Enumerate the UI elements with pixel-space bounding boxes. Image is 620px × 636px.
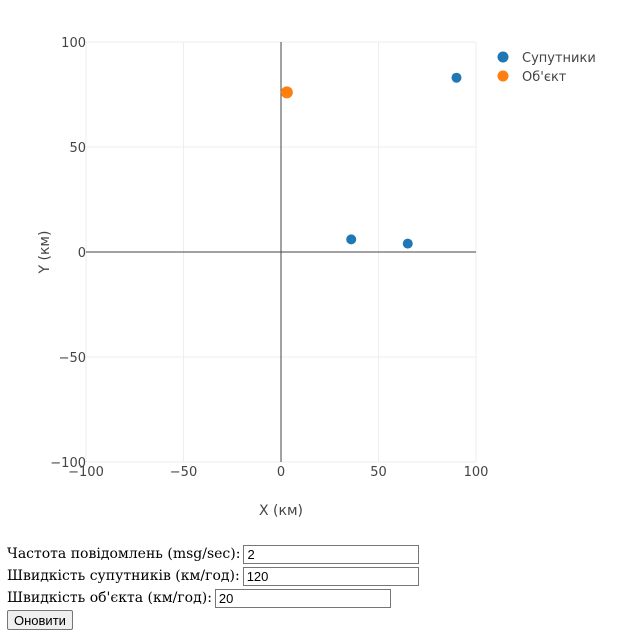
legend-marker bbox=[497, 70, 509, 82]
satellite-speed-label: Швидкість супутників (км/год): bbox=[7, 568, 240, 584]
satellite-point bbox=[402, 238, 413, 249]
update-button[interactable]: Оновити bbox=[7, 610, 73, 630]
y-tick-label: −50 bbox=[59, 351, 86, 366]
zero-axes bbox=[86, 42, 476, 462]
y-axis-label: Y (км) bbox=[37, 231, 53, 275]
x-axis-label: X (км) bbox=[259, 503, 303, 519]
y-tick-label: −100 bbox=[50, 456, 86, 471]
frequency-row: Частота повідомлень (msg/sec): bbox=[7, 543, 420, 565]
satellite-speed-input[interactable] bbox=[242, 566, 419, 586]
scatter-plot: −100 −50 0 50 100 −100 −50 0 50 100 X (км) Y (км)… bbox=[37, 36, 596, 519]
x-tick-label: 50 bbox=[370, 465, 387, 480]
tick-labels: −100 −50 0 50 100 −100 −50 0 50 100 bbox=[50, 36, 488, 480]
object-point bbox=[280, 86, 293, 99]
x-tick-label: −100 bbox=[68, 465, 104, 480]
satellite-point bbox=[451, 72, 462, 83]
data-points bbox=[280, 72, 462, 249]
y-tick-label: 0 bbox=[78, 246, 86, 261]
object-speed-label: Швидкість об'єкта (км/год): bbox=[7, 590, 212, 606]
controls-panel: Частота повідомлень (msg/sec): Швидкість… bbox=[7, 543, 420, 630]
x-tick-label: −50 bbox=[170, 465, 197, 480]
legend-marker bbox=[497, 51, 509, 63]
frequency-input[interactable] bbox=[243, 544, 420, 564]
x-tick-label: 0 bbox=[277, 465, 285, 480]
y-tick-label: 50 bbox=[69, 141, 86, 156]
x-tick-label: 100 bbox=[464, 465, 489, 480]
y-tick-label: 100 bbox=[61, 36, 86, 51]
object-speed-input[interactable] bbox=[214, 588, 391, 608]
satellite-point bbox=[346, 234, 357, 245]
legend: Супутники Об'єкт bbox=[497, 51, 596, 85]
satellite-speed-row: Швидкість супутників (км/год): bbox=[7, 565, 419, 587]
frequency-label: Частота повідомлень (msg/sec): bbox=[7, 546, 241, 562]
legend-label: Об'єкт bbox=[522, 70, 567, 85]
legend-label: Супутники bbox=[522, 51, 596, 66]
object-speed-row: Швидкість об'єкта (км/год): bbox=[7, 587, 419, 609]
